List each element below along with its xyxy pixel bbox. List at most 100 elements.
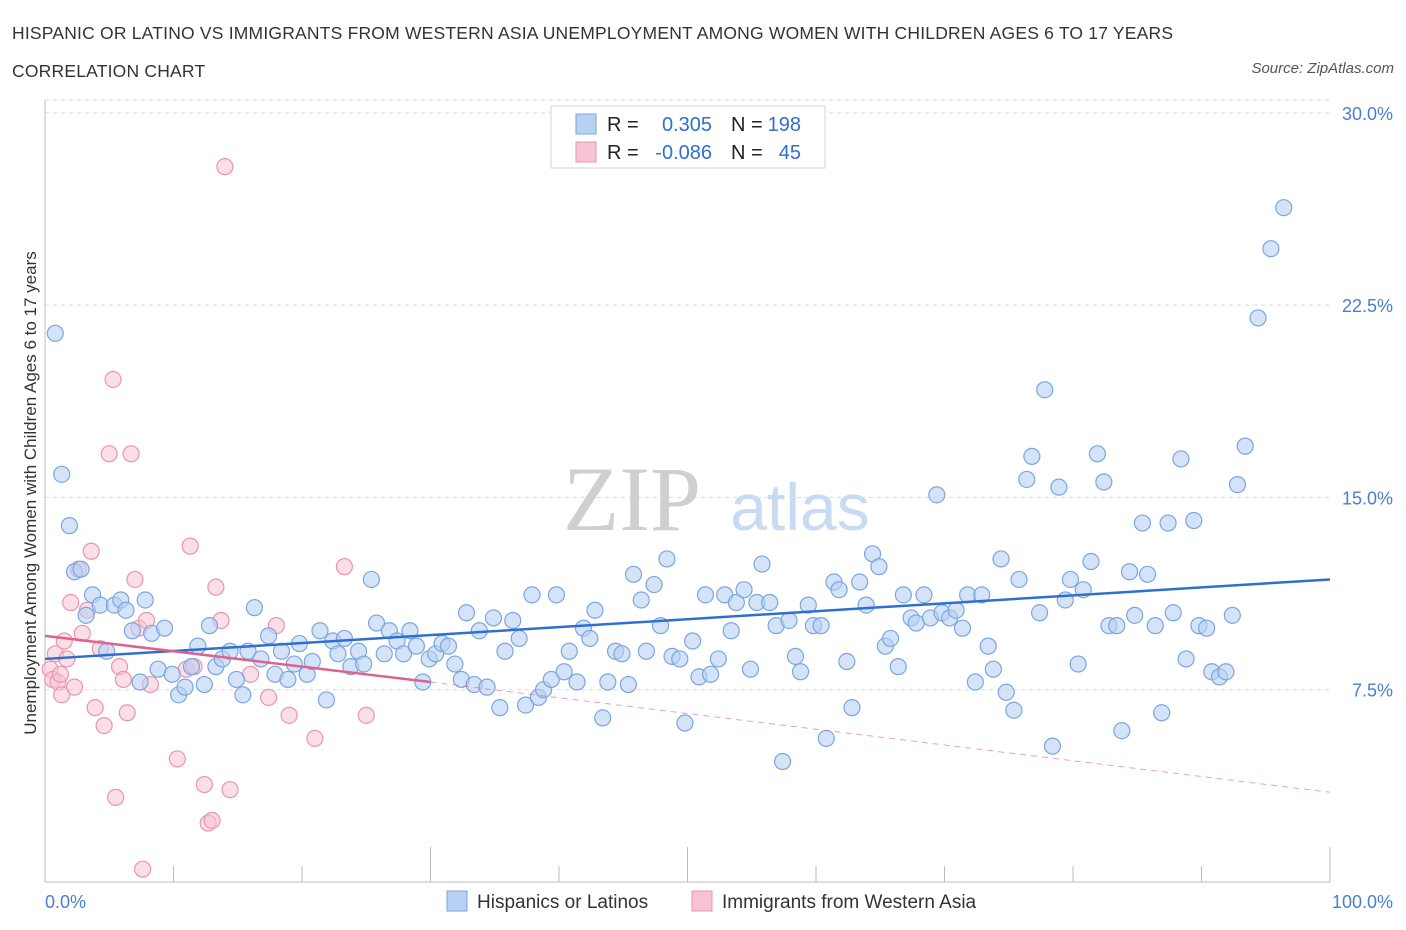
- legend-r-label-2: R =: [607, 142, 639, 164]
- data-point-hispanics-latinos: [791, 663, 810, 681]
- data-point-hispanics-latinos: [773, 752, 792, 771]
- data-point-hispanics-latinos: [189, 637, 207, 655]
- data-point-immigrants-western-asia: [216, 158, 234, 176]
- data-point-hispanics-latinos: [889, 658, 907, 676]
- data-point-hispanics-latinos: [195, 675, 213, 694]
- data-point-hispanics-latinos: [1198, 619, 1216, 637]
- data-point-immigrants-western-asia: [306, 729, 324, 748]
- data-point-hispanics-latinos: [979, 637, 997, 655]
- data-point-hispanics-latinos: [375, 645, 393, 663]
- data-point-hispanics-latinos: [136, 591, 154, 609]
- data-point-hispanics-latinos: [491, 699, 509, 717]
- data-point-hispanics-latinos: [123, 622, 141, 640]
- legend-r-value-1: 0.305: [662, 114, 712, 136]
- x-tick-label-min: 0.0%: [45, 892, 86, 912]
- data-point-hispanics-latinos: [1018, 470, 1036, 489]
- data-point-immigrants-western-asia: [104, 370, 122, 389]
- data-point-hispanics-latinos: [46, 324, 64, 342]
- data-point-hispanics-latinos: [594, 709, 612, 727]
- data-point-hispanics-latinos: [632, 591, 650, 609]
- data-point-immigrants-western-asia: [134, 860, 152, 878]
- bottom-legend-swatch-pink: [691, 890, 713, 912]
- data-point-hispanics-latinos: [613, 645, 631, 663]
- data-point-hispanics-latinos: [407, 637, 425, 655]
- data-point-hispanics-latinos: [317, 691, 336, 709]
- data-point-hispanics-latinos: [881, 629, 900, 648]
- data-point-hispanics-latinos: [581, 629, 599, 648]
- data-point-hispanics-latinos: [182, 658, 201, 676]
- data-point-hispanics-latinos: [1069, 655, 1087, 673]
- data-point-hispanics-latinos: [973, 586, 991, 604]
- data-point-hispanics-latinos: [1036, 381, 1054, 399]
- data-point-hispanics-latinos: [131, 673, 149, 691]
- data-point-hispanics-latinos: [780, 611, 798, 630]
- data-point-hispanics-latinos: [1050, 478, 1068, 496]
- data-point-immigrants-western-asia: [122, 445, 140, 463]
- tick-labels: 7.5% 15.0% 22.5% 30.0% 0.0% 100.0%: [45, 104, 1393, 912]
- data-point-hispanics-latinos: [786, 647, 805, 665]
- data-point-immigrants-western-asia: [357, 706, 375, 724]
- data-point-hispanics-latinos: [1159, 514, 1177, 532]
- data-point-hispanics-latinos: [1113, 722, 1131, 740]
- data-point-hispanics-latinos: [753, 555, 771, 573]
- data-point-hispanics-latinos: [722, 622, 740, 640]
- data-point-hispanics-latinos: [645, 575, 663, 594]
- data-point-hispanics-latinos: [311, 622, 329, 640]
- data-point-hispanics-latinos: [510, 629, 528, 648]
- watermark-atlas: atlas: [730, 470, 869, 544]
- data-point-hispanics-latinos: [439, 637, 458, 655]
- data-point-hispanics-latinos: [843, 699, 861, 717]
- data-point-hispanics-latinos: [77, 606, 95, 624]
- bottom-legend-swatch-blue: [446, 890, 468, 912]
- data-point-hispanics-latinos: [696, 586, 715, 604]
- data-point-hispanics-latinos: [1236, 437, 1254, 455]
- data-point-hispanics-latinos: [53, 465, 71, 483]
- data-point-immigrants-western-asia: [100, 445, 118, 463]
- watermark-zip: ZIP: [563, 448, 701, 550]
- y-axis-label: Unemployment Among Women with Children A…: [21, 251, 40, 735]
- data-point-hispanics-latinos: [1185, 511, 1203, 530]
- data-point-hispanics-latinos: [702, 665, 720, 683]
- data-point-hispanics-latinos: [568, 673, 586, 691]
- data-point-hispanics-latinos: [637, 642, 655, 660]
- data-point-hispanics-latinos: [72, 560, 90, 578]
- y-tick-label: 30.0%: [1342, 104, 1393, 124]
- data-point-hispanics-latinos: [523, 586, 541, 604]
- data-point-hispanics-latinos: [1177, 650, 1195, 668]
- data-point-immigrants-western-asia: [114, 670, 132, 689]
- data-point-hispanics-latinos: [1082, 552, 1100, 571]
- y-tick-label: 7.5%: [1352, 681, 1393, 701]
- data-point-hispanics-latinos: [741, 660, 760, 678]
- data-point-hispanics-latinos: [624, 565, 643, 583]
- grid-lines: [45, 99, 1330, 691]
- data-point-hispanics-latinos: [953, 619, 972, 637]
- data-point-hispanics-latinos: [245, 599, 264, 617]
- legend-r-label-1: R =: [607, 114, 639, 136]
- data-point-hispanics-latinos: [812, 617, 830, 635]
- trend-line-extension-immigrants-western-asia: [430, 681, 1331, 793]
- data-point-hispanics-latinos: [547, 586, 566, 604]
- data-point-hispanics-latinos: [1228, 475, 1247, 494]
- x-tick-label-max: 100.0%: [1332, 892, 1393, 912]
- chart-title: HISPANIC OR LATINO VS IMMIGRANTS FROM WE…: [12, 23, 1174, 81]
- data-point-hispanics-latinos: [870, 558, 888, 576]
- y-tick-label: 15.0%: [1342, 488, 1393, 508]
- data-point-hispanics-latinos: [1005, 701, 1023, 719]
- data-point-hispanics-latinos: [117, 601, 135, 619]
- data-point-hispanics-latinos: [98, 642, 116, 660]
- data-point-hispanics-latinos: [857, 596, 875, 614]
- data-point-hispanics-latinos: [542, 670, 560, 689]
- data-point-immigrants-western-asia: [82, 542, 100, 560]
- data-point-hispanics-latinos: [478, 678, 496, 696]
- data-point-hispanics-latinos: [586, 601, 604, 619]
- source-label: Source: ZipAtlas.com: [1251, 60, 1394, 77]
- watermark: ZIP atlas: [563, 448, 870, 550]
- data-point-hispanics-latinos: [279, 670, 297, 689]
- data-point-hispanics-latinos: [1043, 737, 1062, 755]
- data-point-hispanics-latinos: [504, 611, 522, 630]
- data-point-hispanics-latinos: [619, 675, 637, 694]
- data-point-immigrants-western-asia: [126, 570, 144, 589]
- data-point-immigrants-western-asia: [181, 537, 199, 555]
- data-point-hispanics-latinos: [997, 683, 1015, 701]
